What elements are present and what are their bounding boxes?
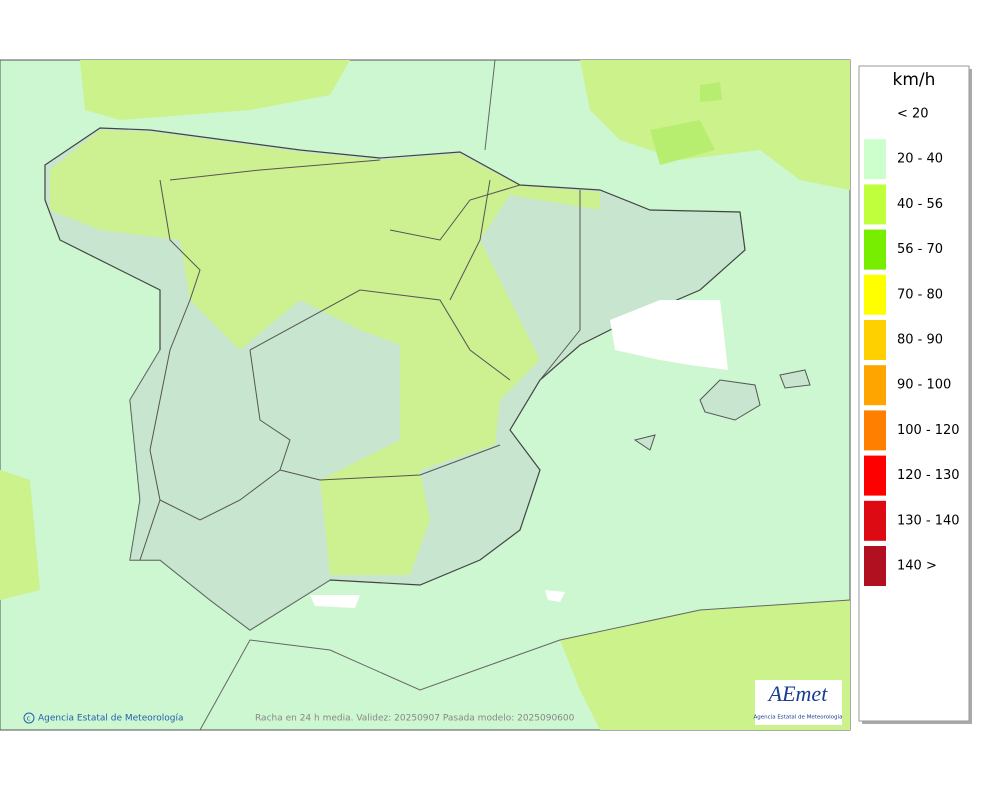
borders — [139, 159, 581, 561]
legend: km/h < 20 20 - 40 40 - 56 56 - 70 70 - 80 80 … — [858, 65, 972, 724]
legend-label: 90 - 100 — [897, 378, 951, 393]
legend-swatch — [864, 500, 886, 541]
legend-label: 130 - 140 — [897, 513, 960, 528]
legend-label: 70 - 80 — [897, 287, 943, 302]
map: c Agencia Estatal de Meteorología Racha … — [0, 59, 851, 731]
legend-label: 40 - 56 — [897, 197, 943, 212]
legend-swatch — [864, 410, 886, 451]
logo-subtitle: Agencia Estatal de Meteorología — [754, 714, 843, 721]
legend-label: 120 - 130 — [897, 468, 960, 483]
caption: Racha en 24 h media. Validez: 20250907 P… — [255, 714, 575, 724]
legend-swatch — [864, 184, 886, 225]
legend-title: km/h — [893, 70, 936, 90]
legend-swatch — [864, 229, 886, 270]
wind-zone — [50, 130, 600, 575]
legend-label: < 20 — [897, 107, 929, 122]
legend-swatch — [864, 455, 886, 496]
legend-label: 80 - 90 — [897, 333, 943, 348]
copyright-icon: c — [27, 715, 31, 723]
low-wind-zone — [310, 590, 565, 608]
legend-swatch — [864, 274, 886, 315]
coastline — [199, 59, 851, 731]
legend-label: 20 - 40 — [897, 152, 943, 167]
wind-zone — [650, 82, 722, 165]
wind-zone — [580, 60, 850, 190]
legend-swatch — [864, 94, 886, 134]
land — [130, 300, 400, 630]
wind-zone — [80, 60, 350, 120]
balearic-islands — [633, 369, 811, 451]
legend-swatch — [864, 320, 886, 360]
copyright-icon — [23, 712, 35, 724]
credit: Agencia Estatal de Meteorología — [38, 714, 184, 724]
low-wind-zone — [610, 300, 728, 370]
logo-name: AEmet — [767, 681, 829, 706]
legend-swatch — [864, 546, 886, 586]
wind-zone — [0, 470, 40, 600]
logo — [755, 680, 842, 725]
legend-swatch — [864, 139, 886, 180]
legend-label: 56 - 70 — [897, 242, 943, 257]
legend-label: 140 > — [897, 559, 937, 574]
legend-swatch — [864, 365, 886, 406]
legend-label: 100 - 120 — [897, 423, 960, 438]
